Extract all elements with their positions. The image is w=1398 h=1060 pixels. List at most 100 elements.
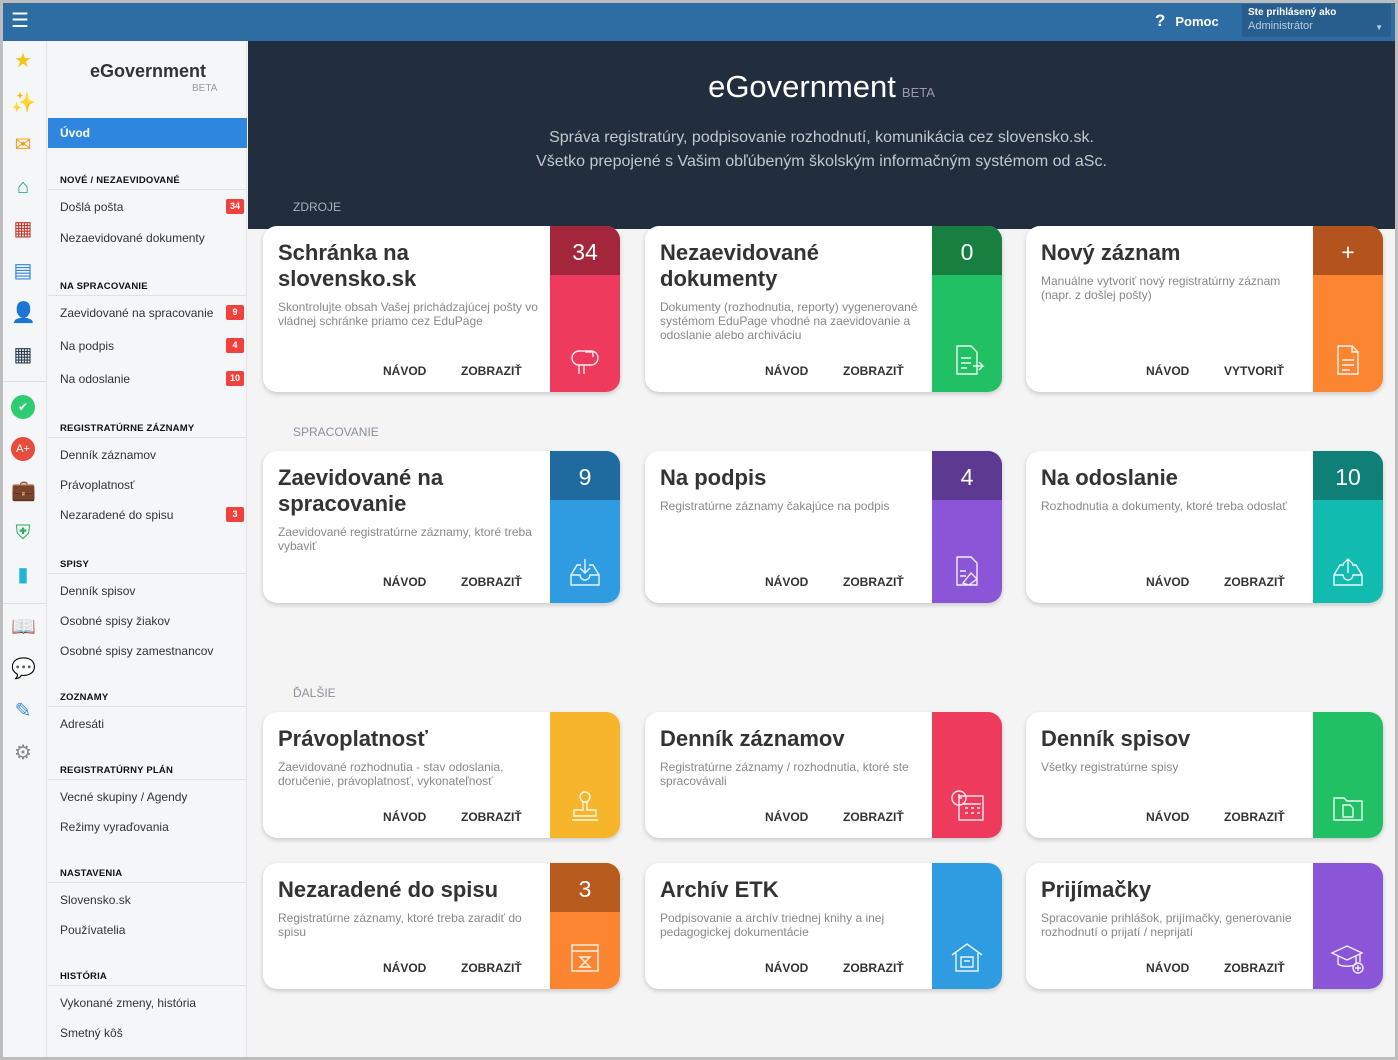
inbox-upload-icon xyxy=(1330,553,1366,589)
sidebar-item[interactable]: Smetný kôš xyxy=(60,1026,123,1040)
sidebar-item[interactable]: Nezaradené do spisu xyxy=(60,508,174,522)
sidebar-item-home[interactable]: Úvod xyxy=(48,118,247,148)
sidebar-item[interactable]: Vecné skupiny / Agendy xyxy=(60,790,188,804)
sidebar-item[interactable]: Zaevidované na spracovanie xyxy=(60,306,214,320)
show-button[interactable]: ZOBRAZIŤ xyxy=(461,961,522,975)
guide-button[interactable]: NÁVOD xyxy=(1146,364,1190,378)
sidebar-item[interactable]: Nezaevidované dokumenty xyxy=(60,231,205,245)
sidebar-section-title: REGISTRATÚRNY PLÁN xyxy=(60,765,174,776)
star-icon[interactable]: ★ xyxy=(14,50,32,72)
card-title: Nezaevidované dokumenty xyxy=(660,240,819,291)
shield-icon[interactable]: ⛨ xyxy=(15,522,31,544)
sidebar-item[interactable]: Používatelia xyxy=(60,923,126,937)
briefcase-icon[interactable]: 💼 xyxy=(11,480,36,502)
card-folder[interactable]: Denník spisov Všetky registratúrne spisy N… xyxy=(1026,712,1383,838)
calendar-grid-icon[interactable]: ▦ xyxy=(13,218,33,240)
bar-chart-icon[interactable]: ▮ xyxy=(17,564,29,586)
card-inbox-download[interactable]: Zaevidované na spracovanie Zaevidované re… xyxy=(263,451,620,603)
sidebar-item[interactable]: Adresáti xyxy=(60,717,105,731)
card-color-panel xyxy=(1313,863,1383,989)
sidebar-item[interactable]: Osobné spisy žiakov xyxy=(60,614,171,628)
sidebar-item[interactable]: Denník záznamov xyxy=(60,448,157,462)
document-arrow-icon xyxy=(949,342,985,378)
card-graduation-cap[interactable]: Prijímačky Spracovanie prihlášok, prijíma… xyxy=(1026,863,1383,989)
count-badge: 3 xyxy=(226,507,244,522)
user-label: Ste prihlásený ako xyxy=(1248,7,1337,18)
guide-button[interactable]: NÁVOD xyxy=(1146,575,1190,589)
hamburger-icon[interactable]: ☰ xyxy=(11,10,29,32)
guide-button[interactable]: NÁVOD xyxy=(1146,810,1190,824)
grade-icon[interactable]: A+ xyxy=(11,437,35,461)
help-button[interactable]: ? Pomoc xyxy=(1155,11,1219,31)
guide-button[interactable]: NÁVOD xyxy=(765,961,809,975)
card-mailbox[interactable]: Schránka na slovensko.sk Skontrolujte obs… xyxy=(263,226,620,392)
check-circle-icon[interactable]: ✔ xyxy=(11,395,35,419)
guide-button[interactable]: NÁVOD xyxy=(765,575,809,589)
sidebar-item[interactable]: Na podpis xyxy=(60,339,115,353)
sidebar: eGovernment BETA Úvod NOVÉ / NEZAEVIDOVA… xyxy=(48,41,247,1057)
card-stamp[interactable]: Právoplatnosť Zaevidované rozhodnutia - s… xyxy=(263,712,620,838)
folder-icon xyxy=(1330,788,1366,824)
show-button[interactable]: ZOBRAZIŤ xyxy=(461,364,522,378)
show-button[interactable]: ZOBRAZIŤ xyxy=(843,364,904,378)
card-document-sign[interactable]: Na podpis Registratúrne záznamy čakajúce … xyxy=(645,451,1002,603)
sidebar-item[interactable]: Denník spisov xyxy=(60,584,136,598)
card-description: Manuálne vytvoriť nový registratúrny záz… xyxy=(1041,274,1281,302)
sidebar-item[interactable]: Došlá pošta xyxy=(60,200,124,214)
show-button[interactable]: ZOBRAZIŤ xyxy=(1224,575,1285,589)
card-inbox-upload[interactable]: Na odoslanie Rozhodnutia a dokumenty, kto… xyxy=(1026,451,1383,603)
card-title: Nezaradené do spisu xyxy=(278,877,499,902)
show-button[interactable]: ZOBRAZIŤ xyxy=(461,810,522,824)
create-button[interactable]: VYTVORIŤ xyxy=(1224,364,1285,378)
show-button[interactable]: ZOBRAZIŤ xyxy=(461,575,522,589)
show-button[interactable]: ZOBRAZIŤ xyxy=(1224,961,1285,975)
envelope-icon[interactable]: ✉ xyxy=(14,134,32,156)
show-button[interactable]: ZOBRAZIŤ xyxy=(1224,810,1285,824)
card-count: + xyxy=(1313,226,1383,275)
schedule-icon[interactable]: ▦ xyxy=(13,344,33,366)
notebook-icon[interactable]: ▤ xyxy=(13,260,33,282)
guide-button[interactable]: NÁVOD xyxy=(1146,961,1190,975)
card-archive-house[interactable]: Archív ETK Podpisovanie a archív triednej… xyxy=(645,863,1002,989)
guide-button[interactable]: NÁVOD xyxy=(765,810,809,824)
guide-button[interactable]: NÁVOD xyxy=(383,810,427,824)
guide-button[interactable]: NÁVOD xyxy=(765,364,809,378)
hero-beta: BETA xyxy=(901,85,935,100)
show-button[interactable]: ZOBRAZIŤ xyxy=(843,961,904,975)
sidebar-divider xyxy=(48,985,247,986)
top-bar: ☰ ? Pomoc Ste prihlásený ako Administráto… xyxy=(3,3,1395,41)
sidebar-item[interactable]: Osobné spisy zamestnancov xyxy=(60,644,214,658)
home-icon[interactable]: ⌂ xyxy=(16,176,30,198)
user-menu[interactable]: Ste prihlásený ako Administrátor ▼ xyxy=(1242,4,1391,37)
sidebar-divider xyxy=(48,189,247,190)
user-icon[interactable]: 👤 xyxy=(11,302,36,324)
sidebar-divider xyxy=(48,437,247,438)
card-description: Registratúrne záznamy, ktoré treba zarad… xyxy=(278,911,522,939)
card-description: Zaevidované rozhodnutia - stav odoslania… xyxy=(278,760,504,788)
show-button[interactable]: ZOBRAZIŤ xyxy=(843,575,904,589)
sidebar-item[interactable]: Vykonané zmeny, história xyxy=(60,996,197,1010)
pencil-icon[interactable]: ✎ xyxy=(14,700,32,722)
card-calendar-clock[interactable]: Denník záznamov Registratúrne záznamy / r… xyxy=(645,712,1002,838)
card-archive-box[interactable]: Nezaradené do spisu Registratúrne záznamy… xyxy=(263,863,620,989)
magic-wand-icon[interactable]: ✨ xyxy=(11,92,36,114)
sidebar-item[interactable]: Režimy vyraďovania xyxy=(60,820,169,834)
sidebar-item[interactable]: Slovensko.sk xyxy=(60,893,131,907)
card-color-panel xyxy=(550,712,620,838)
user-name: Administrátor xyxy=(1248,20,1313,32)
chat-icon[interactable]: 💬 xyxy=(11,658,36,680)
rail-divider xyxy=(3,381,47,382)
sidebar-section-title: SPISY xyxy=(60,559,89,570)
guide-button[interactable]: NÁVOD xyxy=(383,961,427,975)
sidebar-item[interactable]: Právoplatnosť xyxy=(60,478,135,492)
card-document-arrow[interactable]: Nezaevidované dokumenty Dokumenty (rozhod… xyxy=(645,226,1002,392)
gear-icon[interactable]: ⚙ xyxy=(14,742,32,764)
card-document[interactable]: Nový záznam Manuálne vytvoriť nový regist… xyxy=(1026,226,1383,392)
guide-button[interactable]: NÁVOD xyxy=(383,575,427,589)
sidebar-item[interactable]: Na odoslanie xyxy=(60,372,131,386)
card-color-panel: 3 xyxy=(550,863,620,989)
show-button[interactable]: ZOBRAZIŤ xyxy=(843,810,904,824)
book-icon[interactable]: 📖 xyxy=(11,616,36,638)
card-title: Denník záznamov xyxy=(660,726,845,751)
guide-button[interactable]: NÁVOD xyxy=(383,364,427,378)
